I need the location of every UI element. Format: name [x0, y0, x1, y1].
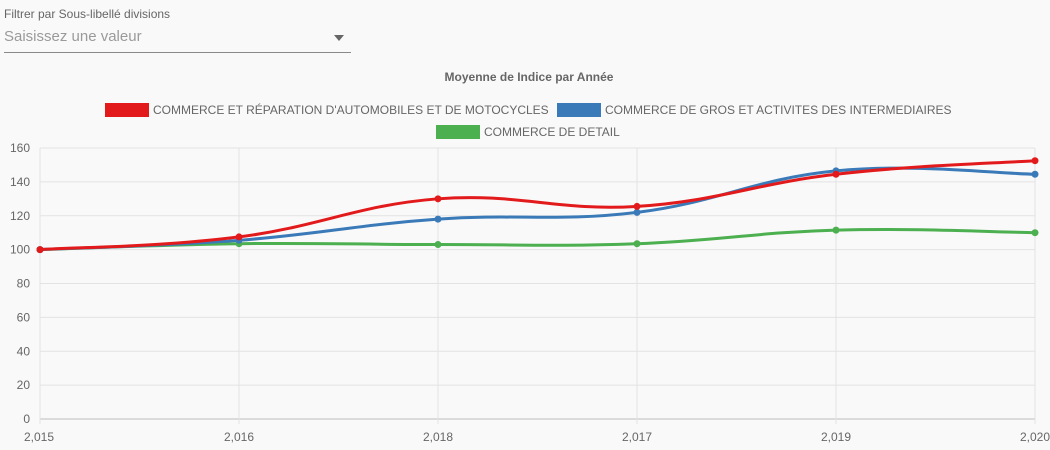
x-tick-label: 2,019	[821, 430, 851, 444]
series-group	[36, 157, 1039, 254]
data-point[interactable]	[832, 226, 840, 234]
data-point[interactable]	[1031, 157, 1039, 165]
legend: COMMERCE ET RÉPARATION D'AUTOMOBILES ET …	[105, 102, 952, 139]
y-tick-label: 140	[10, 175, 30, 189]
y-tick-label: 20	[17, 378, 31, 392]
legend-item[interactable]: COMMERCE DE DETAIL	[436, 125, 620, 139]
y-tick-label: 80	[17, 277, 31, 291]
data-point[interactable]	[235, 233, 243, 241]
x-tick-label: 2,015	[24, 430, 54, 444]
legend-swatch	[557, 103, 601, 117]
y-tick-label: 40	[17, 344, 31, 358]
y-tick-label: 160	[10, 141, 30, 155]
series-line	[39, 166, 1036, 252]
legend-label: COMMERCE ET RÉPARATION D'AUTOMOBILES ET …	[153, 102, 549, 117]
filter-label: Filtrer par Sous-libellé divisions	[4, 7, 171, 21]
data-point[interactable]	[1031, 229, 1039, 237]
data-point[interactable]	[832, 170, 840, 178]
y-tick-label: 100	[10, 243, 30, 257]
data-point[interactable]	[36, 246, 44, 254]
legend-label: COMMERCE DE GROS ET ACTIVITES DES INTERM…	[605, 103, 952, 117]
legend-swatch	[436, 125, 480, 139]
y-tick-label: 120	[10, 209, 30, 223]
y-tick-label: 60	[17, 310, 31, 324]
legend-item[interactable]: COMMERCE DE GROS ET ACTIVITES DES INTERM…	[557, 103, 952, 117]
x-tick-label: 2,018	[423, 430, 453, 444]
data-point[interactable]	[633, 240, 641, 248]
filter-control: Filtrer par Sous-libellé divisions Saisi…	[4, 6, 351, 53]
x-tick-label: 2,017	[622, 430, 652, 444]
chart-title: Moyenne de Indice par Année	[445, 70, 614, 84]
data-point[interactable]	[633, 208, 641, 216]
legend-item[interactable]: COMMERCE ET RÉPARATION D'AUTOMOBILES ET …	[105, 102, 549, 117]
filter-select[interactable]: Saisissez une valeur	[4, 22, 351, 53]
axes: 0 20 40 60 80 100 120 140 160 2,015 2,016 2,018 2,01…	[10, 141, 1050, 444]
grid	[39, 147, 1036, 424]
legend-label: COMMERCE DE DETAIL	[484, 125, 620, 139]
series-line-group	[36, 157, 1039, 254]
y-tick-label: 0	[23, 412, 30, 426]
series-line-group	[36, 166, 1039, 254]
series-line	[39, 228, 1036, 252]
data-point[interactable]	[434, 241, 442, 249]
data-point[interactable]	[434, 215, 442, 223]
x-tick-label: 2,020	[1020, 430, 1050, 444]
legend-swatch	[105, 103, 149, 117]
data-point[interactable]	[1031, 170, 1039, 178]
data-point[interactable]	[633, 202, 641, 210]
filter-input[interactable]: Saisissez une valeur	[4, 28, 142, 45]
series-line	[39, 159, 1036, 252]
data-point[interactable]	[434, 195, 442, 203]
chevron-down-icon[interactable]	[334, 35, 344, 41]
x-tick-label: 2,016	[224, 430, 254, 444]
